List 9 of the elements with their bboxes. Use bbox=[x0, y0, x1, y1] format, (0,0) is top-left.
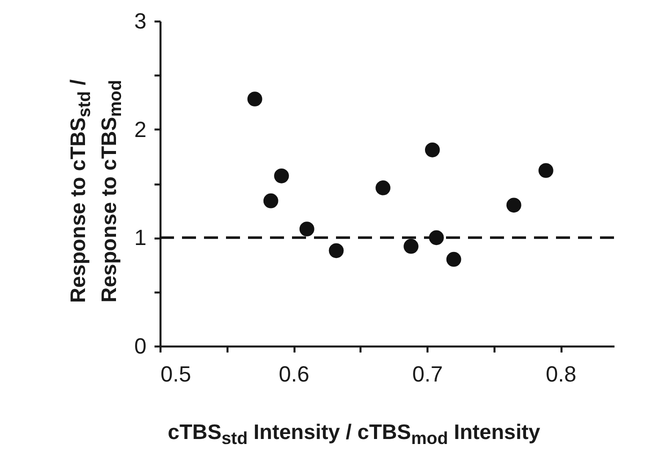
x-tick-label: 0.8 bbox=[546, 362, 576, 386]
y-tick-label: 3 bbox=[134, 8, 146, 34]
x-tick-label: 0.5 bbox=[160, 362, 192, 386]
y-tick-label: 1 bbox=[134, 225, 146, 250]
y-tick-label: 0 bbox=[134, 334, 146, 358]
x-axis-title: cTBS$_{std}$ Intensity / cTBS$_{mod}$ Intensity bbox=[166, 420, 542, 450]
y-tick-label: 2 bbox=[134, 116, 146, 142]
x-tick-label: 0.6 bbox=[278, 362, 310, 386]
x-tick-label: 0.7 bbox=[412, 362, 443, 386]
